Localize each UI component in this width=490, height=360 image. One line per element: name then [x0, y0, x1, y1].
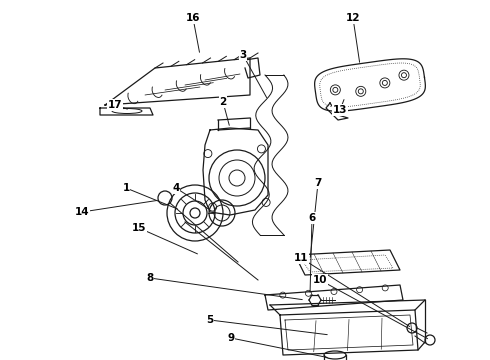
Text: 15: 15 [132, 223, 146, 233]
Text: 3: 3 [240, 50, 246, 60]
Text: 8: 8 [147, 273, 154, 283]
Text: 12: 12 [346, 13, 360, 23]
Text: 10: 10 [313, 275, 327, 285]
Text: 14: 14 [74, 207, 89, 217]
Text: 17: 17 [108, 100, 122, 110]
Text: 6: 6 [308, 213, 316, 223]
Text: 16: 16 [186, 13, 200, 23]
Text: 1: 1 [122, 183, 130, 193]
Text: 2: 2 [220, 97, 227, 107]
Text: 13: 13 [333, 105, 347, 115]
Text: 4: 4 [172, 183, 180, 193]
Text: 9: 9 [227, 333, 235, 343]
Text: 7: 7 [314, 178, 322, 188]
Text: 11: 11 [294, 253, 308, 263]
Text: 5: 5 [206, 315, 214, 325]
